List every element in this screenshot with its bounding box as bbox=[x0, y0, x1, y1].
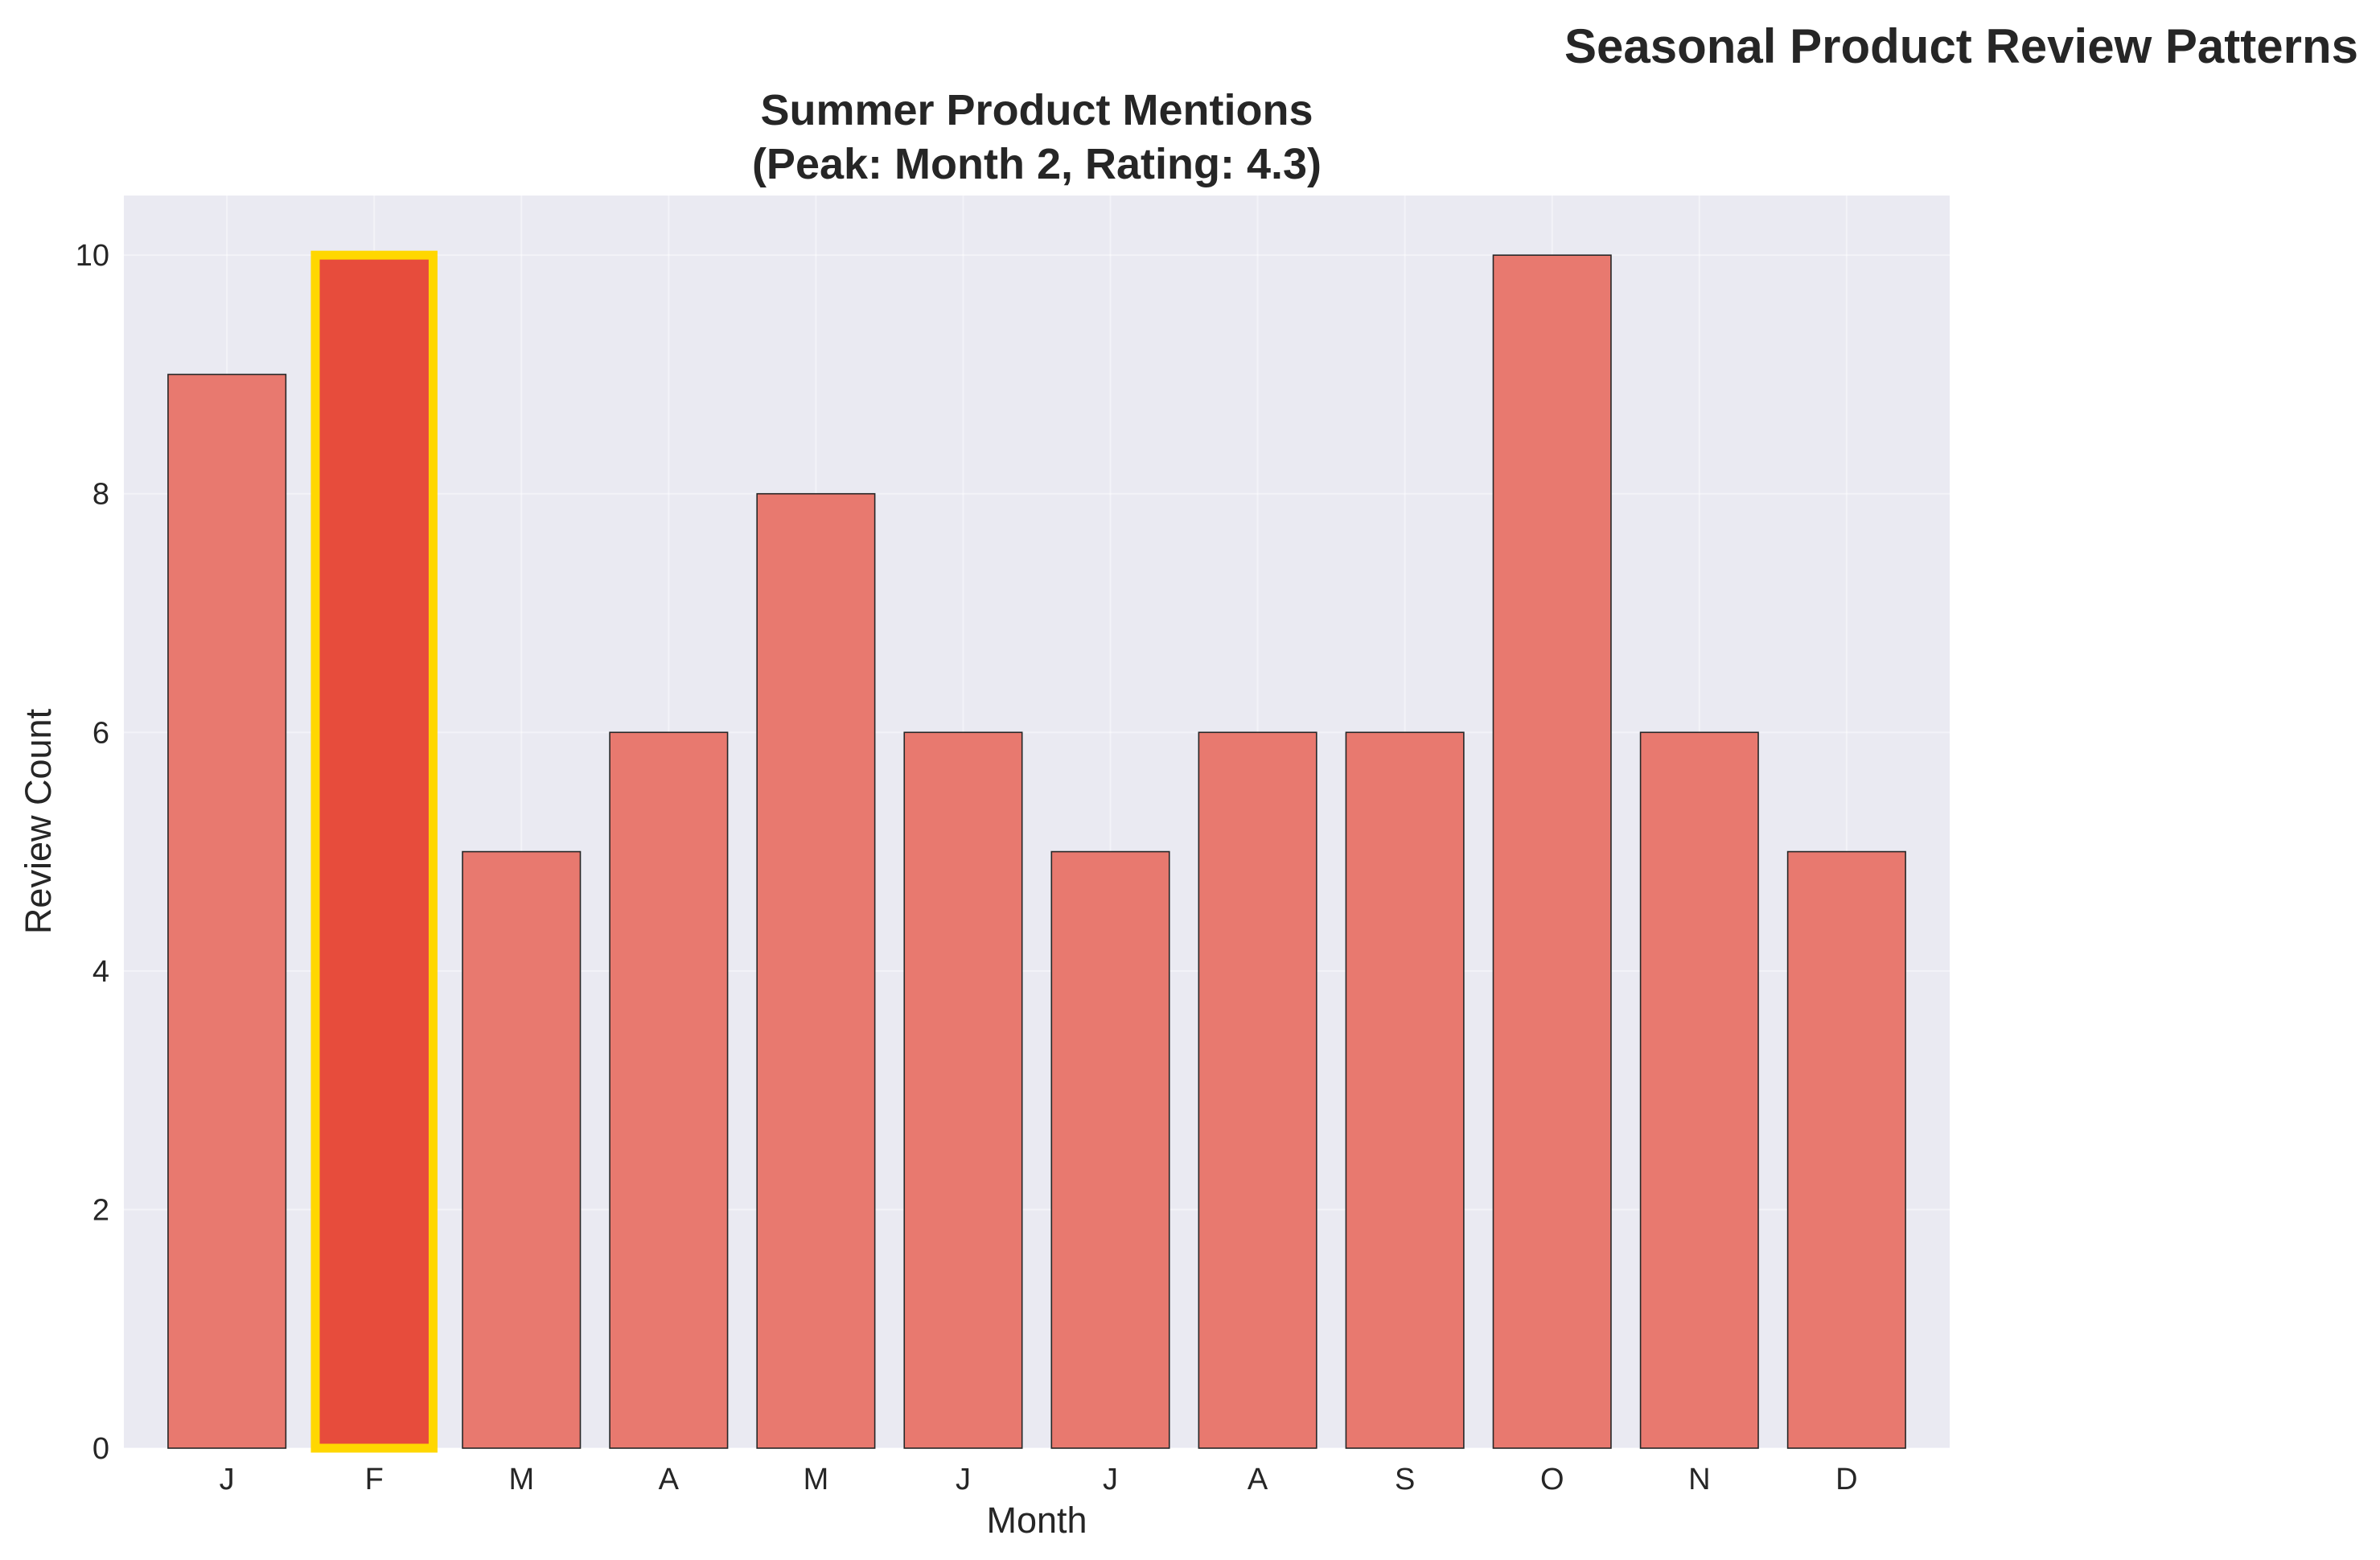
chart-title-line-1: Summer Product Mentions bbox=[760, 86, 1313, 134]
y-tick-label: 8 bbox=[92, 478, 109, 512]
bar bbox=[462, 850, 582, 1449]
y-tick-label: 2 bbox=[92, 1193, 109, 1227]
y-tick-label: 6 bbox=[92, 716, 109, 750]
chart-title-line-2: (Peak: Month 2, Rating: 4.3) bbox=[752, 140, 1322, 188]
bar bbox=[1639, 731, 1759, 1449]
bars bbox=[167, 250, 1906, 1453]
bar bbox=[1345, 731, 1465, 1449]
x-tick-label: S bbox=[1395, 1463, 1415, 1496]
y-tick-label: 0 bbox=[92, 1432, 109, 1466]
x-tick-label: A bbox=[1248, 1463, 1268, 1496]
bar bbox=[609, 731, 729, 1449]
figure-suptitle: Seasonal Product Review Patterns bbox=[1564, 19, 2358, 73]
x-tick-label: M bbox=[508, 1463, 534, 1496]
x-tick-label: A bbox=[659, 1463, 680, 1496]
bar bbox=[903, 731, 1023, 1449]
bar-highlighted bbox=[310, 250, 438, 1453]
x-tick-label: D bbox=[1835, 1463, 1857, 1496]
x-tick-label: F bbox=[365, 1463, 384, 1496]
bar bbox=[1786, 850, 1906, 1449]
bar bbox=[756, 492, 876, 1449]
x-axis-label: Month bbox=[986, 1500, 1087, 1541]
bar bbox=[1492, 254, 1612, 1449]
y-tick-labels: 0 2 4 6 8 10 bbox=[76, 239, 109, 1466]
bar bbox=[167, 373, 287, 1449]
x-tick-label: O bbox=[1540, 1463, 1564, 1496]
bar bbox=[1198, 731, 1317, 1449]
x-tick-label: J bbox=[220, 1463, 235, 1496]
bar bbox=[1050, 850, 1170, 1449]
x-tick-label: M bbox=[804, 1463, 829, 1496]
y-tick-label: 10 bbox=[76, 239, 109, 273]
x-tick-label: J bbox=[956, 1463, 971, 1496]
y-tick-label: 4 bbox=[92, 955, 109, 989]
x-tick-label: J bbox=[1103, 1463, 1118, 1496]
y-axis-label: Review Count bbox=[18, 708, 59, 934]
x-tick-label: N bbox=[1688, 1463, 1710, 1496]
